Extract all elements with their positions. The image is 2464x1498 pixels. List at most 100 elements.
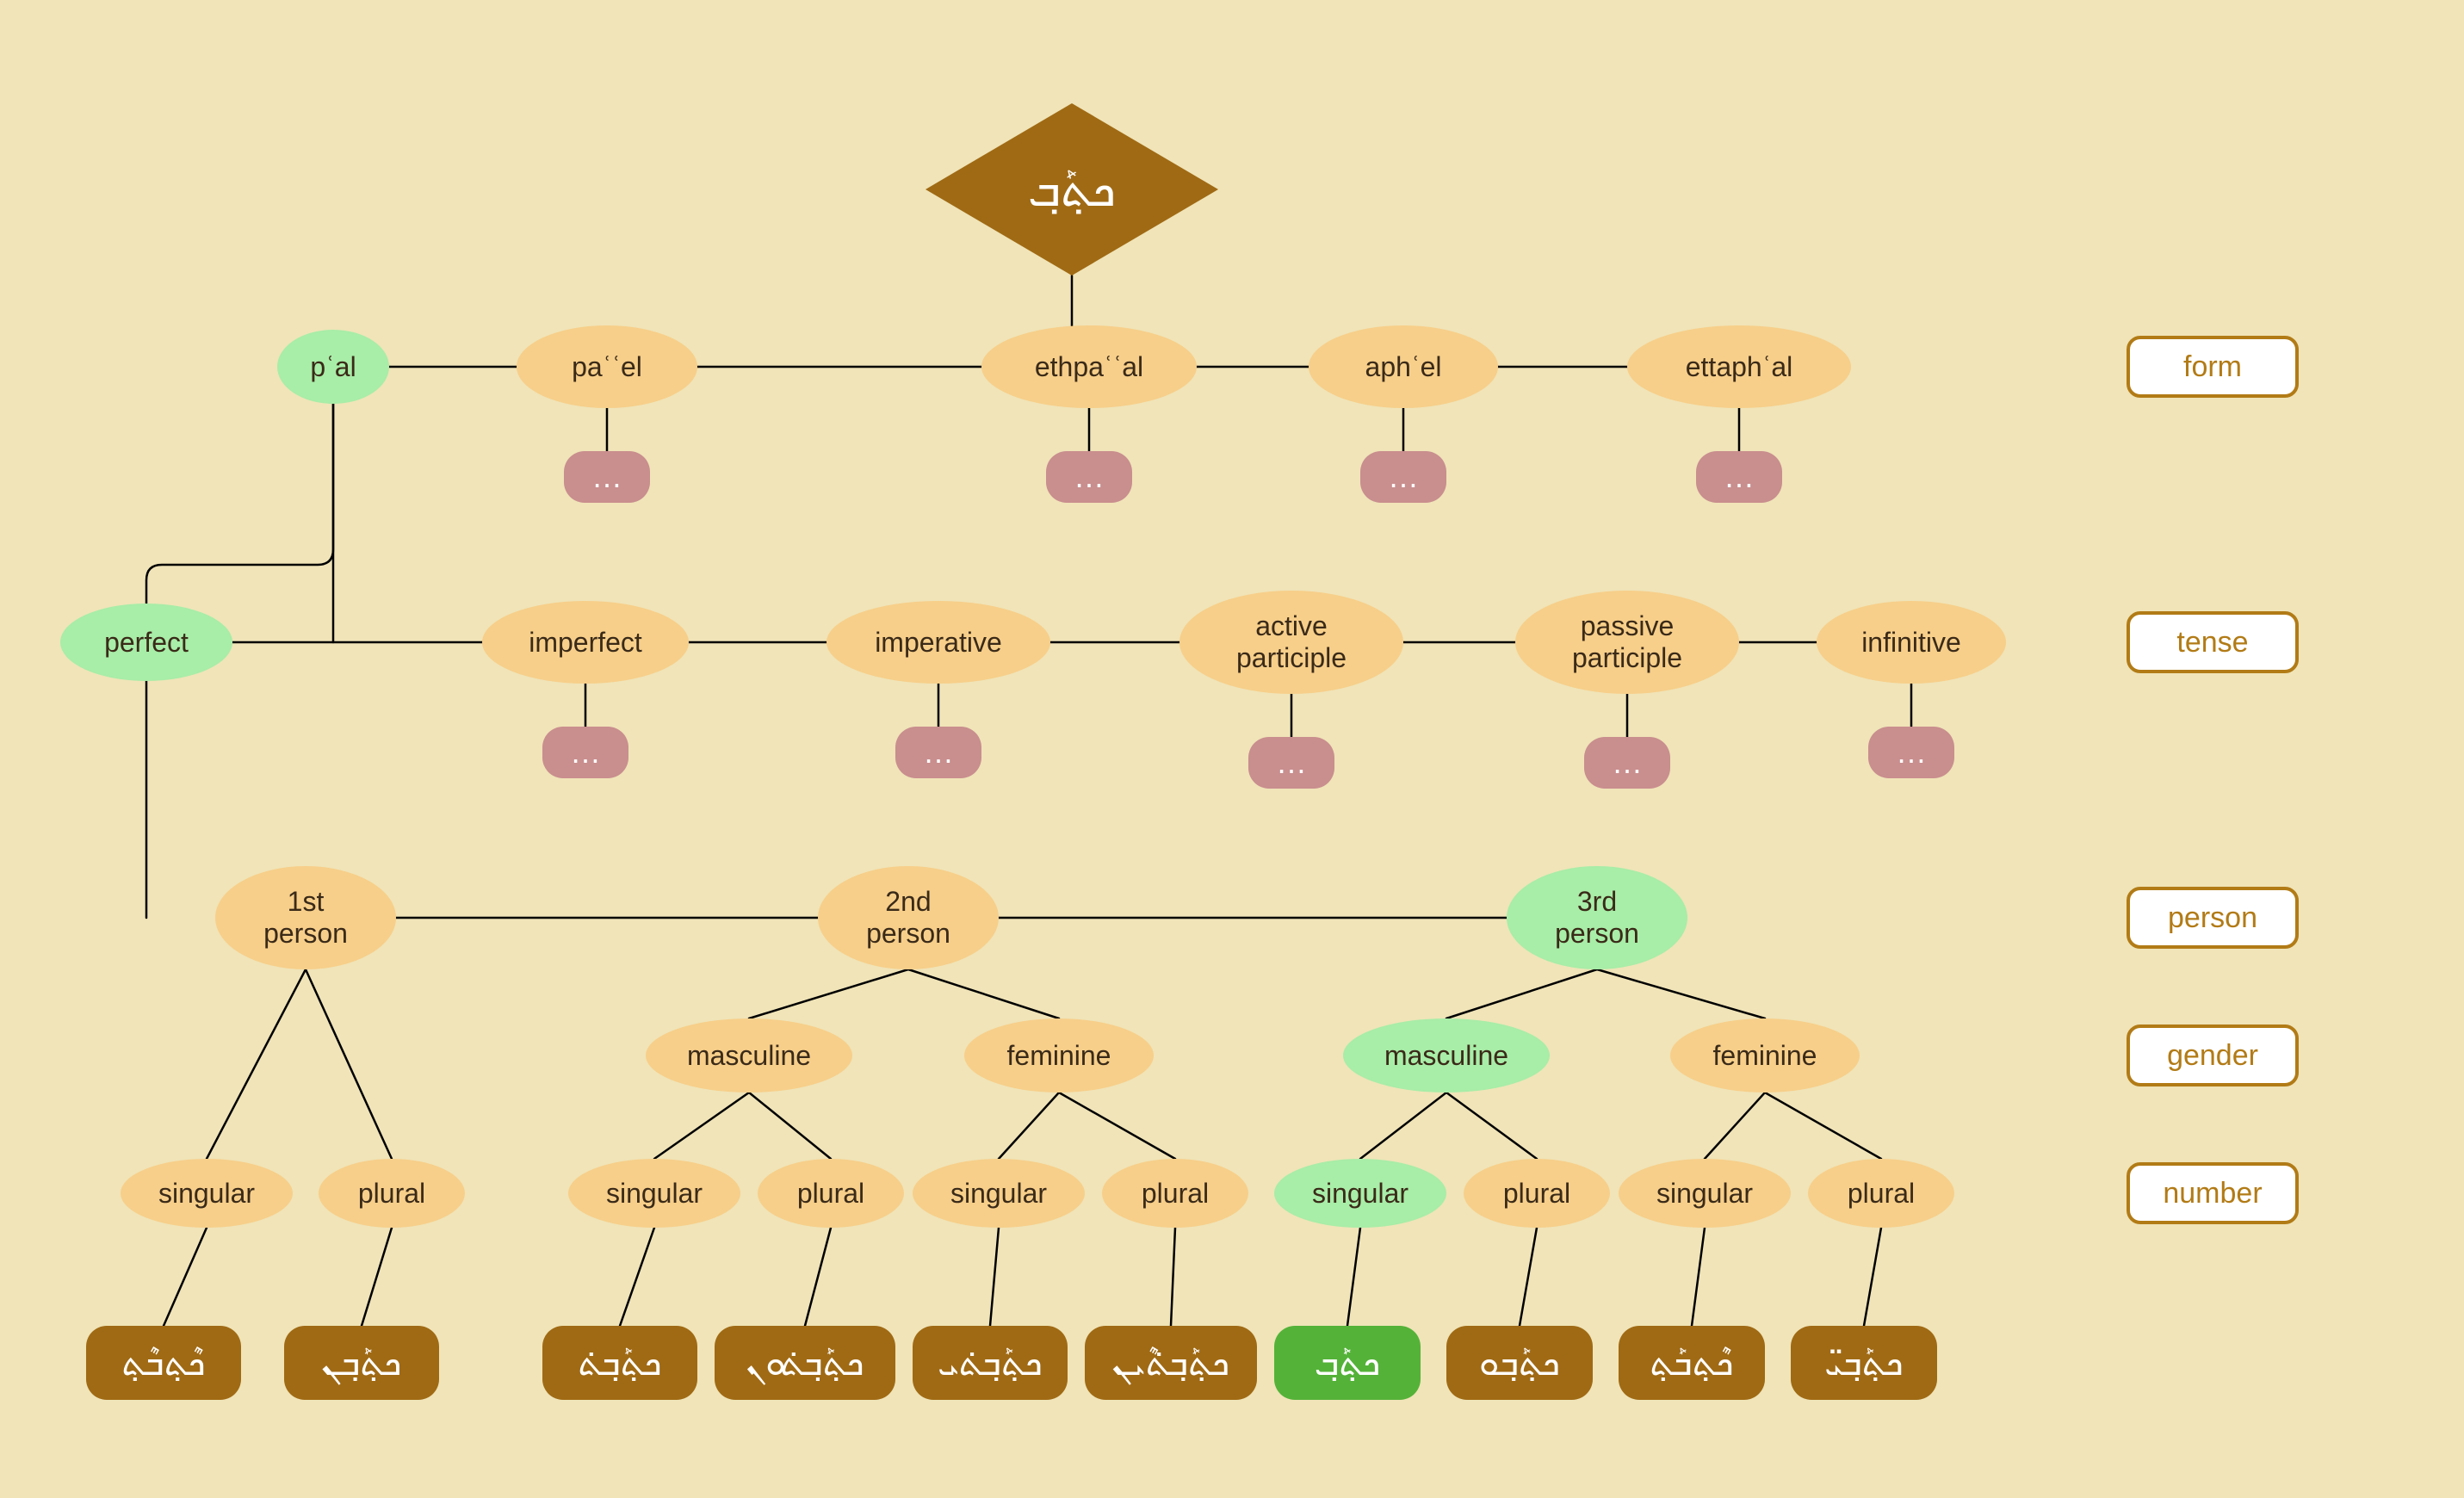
number-1-label: plural — [358, 1178, 425, 1210]
person-1-label: 2ndperson — [866, 886, 950, 950]
leaf-0: ܟܶܬ݂ܒܶܬ݂ — [86, 1326, 241, 1400]
leaf-text: ܟܶܬ݂ܒܶܬ݂ — [121, 1342, 205, 1383]
leaf-text: ܟܬ݂ܰܒ݂ܬ݁ܶܝܢ — [1112, 1342, 1229, 1383]
leaf-3: ܟܬ݂ܰܒ݂ܬ݁ܘܢ — [715, 1326, 895, 1400]
category-label-text: tense — [2176, 626, 2248, 659]
number-5: plural — [1102, 1159, 1248, 1228]
leaf-7: ܟܬ݂ܰܒ݂ܘ — [1446, 1326, 1593, 1400]
dots-form-3: … — [1360, 451, 1446, 503]
leaf-text: ܟܬ݂ܰܒ݂ܢ — [322, 1342, 402, 1383]
tense-4-label: passiveparticiple — [1572, 610, 1682, 674]
category-label-text: number — [2163, 1177, 2262, 1210]
tense-3: activeparticiple — [1179, 591, 1403, 694]
category-label-person: person — [2127, 887, 2299, 949]
category-label-gender: gender — [2127, 1024, 2299, 1086]
tense-5: infinitive — [1817, 601, 2006, 684]
tense-5-label: infinitive — [1861, 627, 1961, 659]
dots-label: … — [1724, 459, 1755, 494]
dots-label: … — [1896, 734, 1927, 770]
leaf-1: ܟܬ݂ܰܒ݂ܢ — [284, 1326, 439, 1400]
number-5-label: plural — [1142, 1178, 1209, 1210]
leaf-text: ܟܬ݂ܰܒ݂ — [1315, 1342, 1381, 1383]
number-7-label: plural — [1503, 1178, 1570, 1210]
dots-tense-2: … — [895, 727, 981, 778]
dots-tense-5: … — [1868, 727, 1954, 778]
dots-tense-3: … — [1248, 737, 1334, 789]
root-diamond: ܟܬ݂ܰܒ݂ — [926, 103, 1218, 275]
number-0-label: singular — [158, 1178, 255, 1210]
leaf-text: ܟܶܬ݂ܒܰܬ݂ — [1650, 1342, 1733, 1383]
number-2-label: singular — [606, 1178, 703, 1210]
gender-3-label: feminine — [1713, 1040, 1817, 1072]
form-0: pʿal — [277, 330, 389, 404]
gender-2: masculine — [1343, 1018, 1550, 1093]
edge-layer — [0, 0, 2464, 1498]
number-9: plural — [1808, 1159, 1954, 1228]
dots-form-1: … — [564, 451, 650, 503]
category-label-tense: tense — [2127, 611, 2299, 673]
person-0-label: 1stperson — [263, 886, 348, 950]
gender-1-label: feminine — [1007, 1040, 1111, 1072]
dots-tense-4: … — [1584, 737, 1670, 789]
dots-form-2: … — [1046, 451, 1132, 503]
tense-2-label: imperative — [875, 627, 1002, 659]
form-2: ethpaʿʿal — [981, 325, 1197, 408]
category-label-text: gender — [2167, 1039, 2258, 1073]
tense-3-label: activeparticiple — [1236, 610, 1347, 674]
dots-label: … — [923, 734, 954, 770]
number-1: plural — [319, 1159, 465, 1228]
leaf-8: ܟܶܬ݂ܒܰܬ݂ — [1619, 1326, 1765, 1400]
person-2: 3rdperson — [1507, 866, 1687, 969]
number-8-label: singular — [1656, 1178, 1753, 1210]
form-2-label: ethpaʿʿal — [1035, 351, 1143, 383]
number-9-label: plural — [1848, 1178, 1915, 1210]
tense-0-label: perfect — [104, 627, 189, 659]
tense-2: imperative — [826, 601, 1050, 684]
number-6: singular — [1274, 1159, 1446, 1228]
number-4: singular — [913, 1159, 1085, 1228]
tense-1-label: imperfect — [529, 627, 642, 659]
leaf-text: ܟܬ݂ܰܒ݂ܝ̈ — [1824, 1342, 1903, 1383]
leaf-text: ܟܬ݂ܰܒ݂ܬ݁ܝ — [938, 1342, 1043, 1383]
number-2: singular — [568, 1159, 740, 1228]
leaf-text: ܟܬ݂ܰܒ݂ܬ݁ — [578, 1342, 661, 1383]
gender-2-label: masculine — [1384, 1040, 1508, 1072]
leaf-6: ܟܬ݂ܰܒ݂ — [1274, 1326, 1421, 1400]
form-1-label: paʿʿel — [572, 351, 642, 383]
dots-form-4: … — [1696, 451, 1782, 503]
form-3: aphʿel — [1309, 325, 1498, 408]
person-1: 2ndperson — [818, 866, 999, 969]
form-4-label: ettaphʿal — [1686, 351, 1793, 383]
dots-label: … — [1276, 745, 1307, 780]
dots-label: … — [1074, 459, 1105, 494]
leaf-2: ܟܬ݂ܰܒ݂ܬ݁ — [542, 1326, 697, 1400]
gender-1: feminine — [964, 1018, 1154, 1093]
category-label-text: form — [2183, 350, 2242, 384]
gender-3: feminine — [1670, 1018, 1860, 1093]
root-label: ܟܬ݂ܰܒ݂ — [1028, 162, 1116, 217]
leaf-text: ܟܬ݂ܰܒ݂ܘ — [1479, 1342, 1560, 1383]
category-label-number: number — [2127, 1162, 2299, 1224]
number-6-label: singular — [1312, 1178, 1408, 1210]
tense-0: perfect — [60, 604, 232, 681]
dots-label: … — [570, 734, 601, 770]
number-0: singular — [121, 1159, 293, 1228]
dots-tense-1: … — [542, 727, 628, 778]
number-3-label: plural — [797, 1178, 864, 1210]
tense-4: passiveparticiple — [1515, 591, 1739, 694]
person-0: 1stperson — [215, 866, 396, 969]
form-0-label: pʿal — [310, 351, 356, 383]
category-label-form: form — [2127, 336, 2299, 398]
tense-1: imperfect — [482, 601, 689, 684]
dots-label: … — [1388, 459, 1419, 494]
dots-label: … — [1612, 745, 1643, 780]
number-3: plural — [758, 1159, 904, 1228]
form-1: paʿʿel — [517, 325, 697, 408]
dots-label: … — [591, 459, 622, 494]
leaf-5: ܟܬ݂ܰܒ݂ܬ݁ܶܝܢ — [1085, 1326, 1257, 1400]
number-7: plural — [1464, 1159, 1610, 1228]
form-3-label: aphʿel — [1365, 351, 1442, 383]
gender-0: masculine — [646, 1018, 852, 1093]
number-4-label: singular — [950, 1178, 1047, 1210]
form-4: ettaphʿal — [1627, 325, 1851, 408]
